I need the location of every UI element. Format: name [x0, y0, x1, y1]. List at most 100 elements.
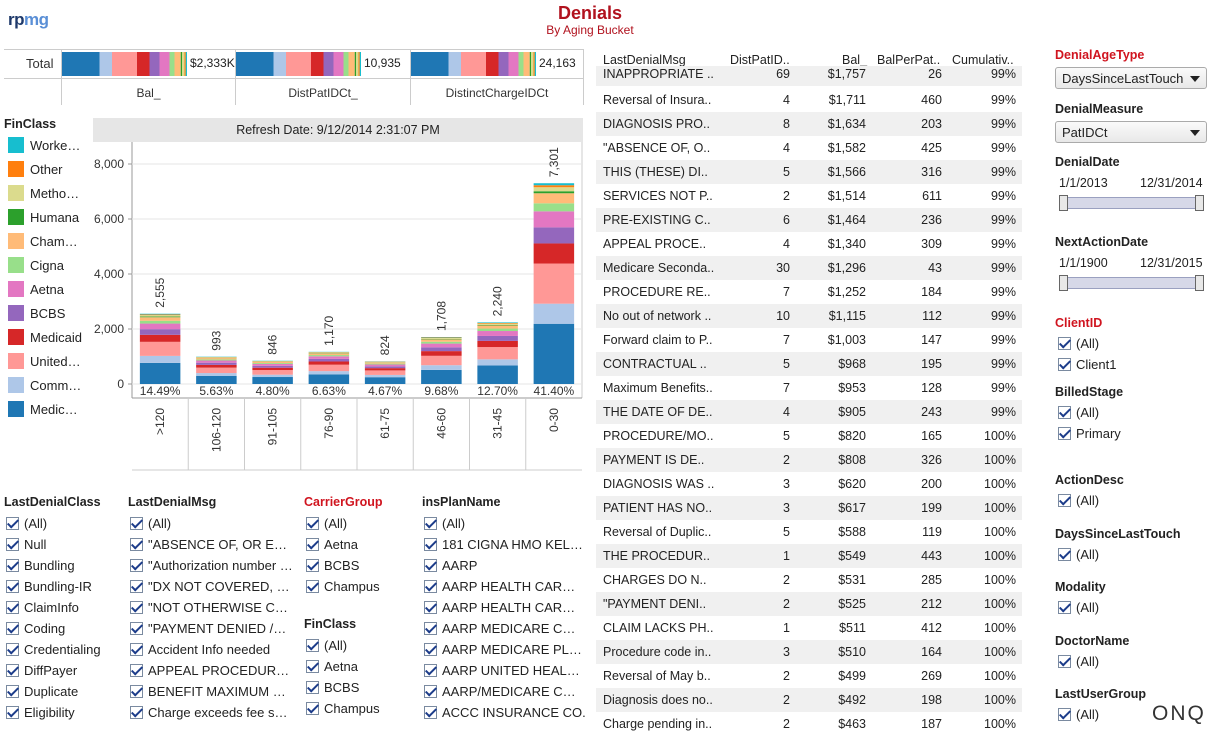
checkbox-checked-icon[interactable] [130, 601, 143, 614]
last-denial-class-option[interactable]: Eligibility [6, 705, 75, 723]
denial-date-handle-start[interactable] [1059, 195, 1068, 211]
total-bar-segment[interactable] [411, 52, 449, 76]
bar-segment[interactable] [139, 323, 181, 330]
table-row[interactable]: PROCEDURE/MO.. 5 $820 165 100% [596, 424, 1022, 448]
checkbox-checked-icon[interactable] [306, 702, 319, 715]
bar-segment[interactable] [421, 341, 462, 344]
bar-segment[interactable] [477, 335, 518, 341]
legend-swatch[interactable] [8, 233, 24, 249]
carrier-group-option[interactable]: (All) [306, 516, 347, 534]
bar-segment[interactable] [252, 374, 293, 378]
table-row[interactable]: Reversal of May b.. 2 $499 269 100% [596, 664, 1022, 688]
bar-segment[interactable] [196, 357, 237, 358]
bar-segment[interactable] [139, 316, 181, 318]
checkbox-checked-icon[interactable] [6, 559, 19, 572]
total-bar-segment[interactable] [159, 52, 170, 76]
total-bar-segment[interactable] [323, 52, 334, 76]
last-denial-msg-option[interactable]: BENEFIT MAXIMUM … [130, 684, 286, 702]
th-distpatid[interactable]: DistPatID.. [730, 53, 790, 67]
bar-segment[interactable] [533, 303, 575, 324]
billed-stage-option[interactable]: Primary [1058, 426, 1121, 444]
action-desc-option[interactable]: (All) [1058, 493, 1099, 511]
bar-segment[interactable] [308, 356, 350, 359]
total-bar-segment[interactable] [185, 52, 187, 76]
table-row[interactable]: Procedure code in.. 3 $510 164 100% [596, 640, 1022, 664]
total-bar-segment[interactable] [358, 52, 360, 76]
checkbox-checked-icon[interactable] [306, 538, 319, 551]
total-bar-segment[interactable] [174, 52, 181, 76]
checkbox-checked-icon[interactable] [306, 681, 319, 694]
ins-plan-name-option[interactable]: ACCC INSURANCE CO. [424, 705, 586, 723]
denial-measure-dropdown[interactable]: PatIDCt [1055, 121, 1207, 143]
checkbox-checked-icon[interactable] [6, 601, 19, 614]
bar-segment[interactable] [421, 351, 462, 356]
checkbox-checked-icon[interactable] [130, 538, 143, 551]
checkbox-checked-icon[interactable] [1058, 601, 1071, 614]
table-row[interactable]: THE DATE OF DE.. 4 $905 243 99% [596, 400, 1022, 424]
total-bar-segment[interactable] [534, 52, 536, 76]
bar-segment[interactable] [477, 323, 518, 325]
bar-segment[interactable] [196, 367, 237, 374]
bar-segment[interactable] [364, 370, 406, 375]
bar-segment[interactable] [533, 183, 575, 186]
finclass-filter-option[interactable]: BCBS [306, 680, 359, 698]
legend-label[interactable]: Medicaid [30, 330, 83, 345]
legend-swatch[interactable] [8, 401, 24, 417]
total-bar-segment[interactable] [518, 52, 524, 76]
bar-segment[interactable] [533, 193, 575, 204]
bar-segment[interactable] [308, 353, 350, 356]
bar-segment[interactable] [139, 314, 181, 316]
legend-swatch[interactable] [8, 185, 24, 201]
bar-segment[interactable] [139, 334, 181, 342]
bar-segment[interactable] [421, 339, 462, 342]
checkbox-checked-icon[interactable] [424, 664, 437, 677]
last-denial-class-option[interactable]: (All) [6, 516, 47, 534]
total-bar-segment[interactable] [149, 52, 160, 76]
legend-label[interactable]: Comm… [30, 378, 82, 393]
bar-segment[interactable] [139, 341, 181, 356]
checkbox-checked-icon[interactable] [6, 517, 19, 530]
bar-segment[interactable] [477, 322, 518, 324]
last-denial-class-option[interactable]: Credentialing [6, 642, 101, 660]
bar-segment[interactable] [533, 227, 575, 244]
bar-segment[interactable] [308, 358, 350, 362]
bar-segment[interactable] [533, 323, 575, 384]
legend-label[interactable]: BCBS [30, 306, 66, 321]
last-denial-class-option[interactable]: Bundling [6, 558, 75, 576]
total-bar-segment[interactable] [333, 52, 344, 76]
bar-segment[interactable] [139, 320, 181, 324]
legend-swatch[interactable] [8, 329, 24, 345]
checkbox-checked-icon[interactable] [306, 639, 319, 652]
table-row[interactable]: CONTRACTUAL .. 5 $968 195 99% [596, 352, 1022, 376]
denial-age-type-dropdown[interactable]: DaysSinceLastTouch [1055, 67, 1207, 89]
total-bar-segment[interactable] [448, 52, 462, 76]
legend-swatch[interactable] [8, 305, 24, 321]
bar-segment[interactable] [364, 362, 406, 364]
last-denial-msg-option[interactable]: "Authorization number … [130, 558, 293, 576]
ins-plan-name-option[interactable]: AARP MEDICARE C… [424, 621, 575, 639]
last-denial-msg-option[interactable]: APPEAL PROCEDUR… [130, 663, 289, 681]
last-denial-class-option[interactable]: ClaimInfo [6, 600, 79, 618]
checkbox-checked-icon[interactable] [1058, 427, 1071, 440]
ins-plan-name-option[interactable]: AARP [424, 558, 477, 576]
checkbox-checked-icon[interactable] [6, 664, 19, 677]
last-denial-class-option[interactable]: DiffPayer [6, 663, 77, 681]
checkbox-checked-icon[interactable] [130, 559, 143, 572]
total-bar-segment[interactable] [348, 52, 355, 76]
total-bar-segment[interactable] [531, 52, 534, 76]
last-denial-msg-option[interactable]: "DX NOT COVERED, … [130, 579, 290, 597]
total-bar-segment[interactable] [486, 52, 499, 76]
total-bar-segment[interactable] [169, 52, 175, 76]
bar-segment[interactable] [196, 362, 237, 365]
denial-date-handle-end[interactable] [1195, 195, 1204, 211]
table-row[interactable]: "ABSENCE OF, O.. 4 $1,582 425 99% [596, 136, 1022, 160]
next-action-date-slider[interactable] [1060, 277, 1204, 289]
ins-plan-name-option[interactable]: AARP UNITED HEAL… [424, 663, 580, 681]
bar-segment[interactable] [364, 377, 406, 384]
table-row[interactable]: PROCEDURE RE.. 7 $1,252 184 99% [596, 280, 1022, 304]
bar-segment[interactable] [533, 185, 575, 188]
checkbox-checked-icon[interactable] [130, 517, 143, 530]
table-row[interactable]: Maximum Benefits.. 7 $953 128 99% [596, 376, 1022, 400]
last-denial-msg-option[interactable]: Charge exceeds fee s… [130, 705, 287, 723]
table-row[interactable]: "PAYMENT DENI.. 2 $525 212 100% [596, 592, 1022, 616]
